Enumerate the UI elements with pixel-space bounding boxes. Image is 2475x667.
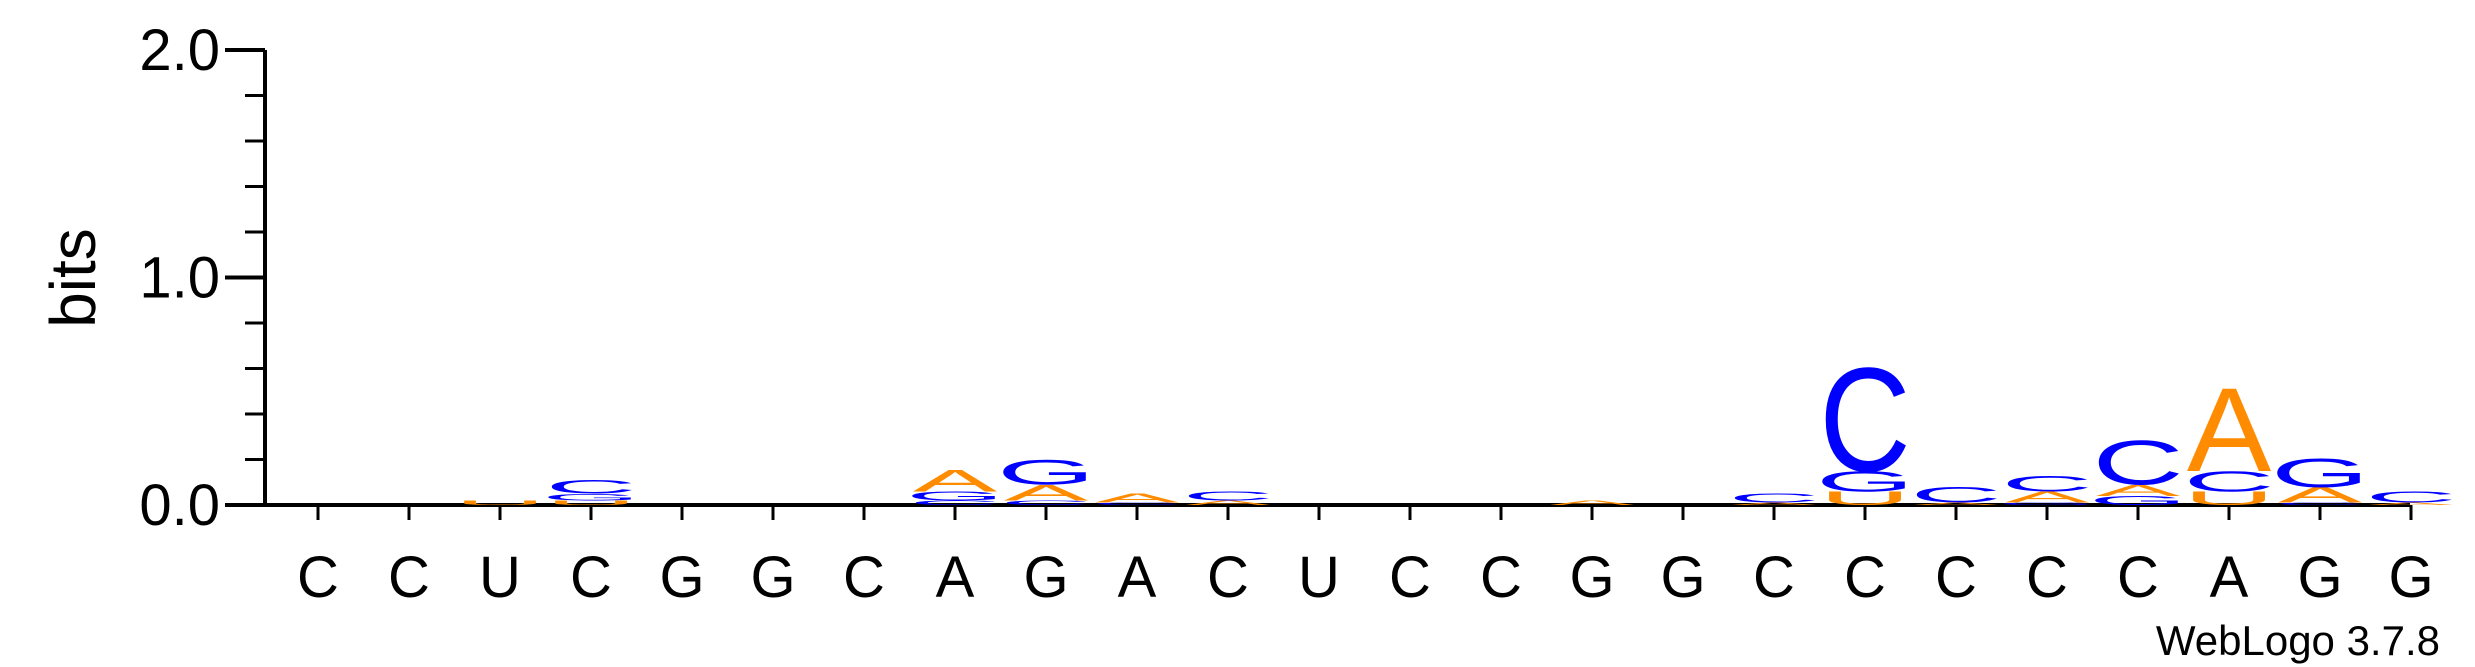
logo-letter-g: G xyxy=(997,453,1095,492)
y-tick-label: 1.0 xyxy=(139,246,220,311)
x-tick-label: C xyxy=(1480,545,1522,610)
weblogo-credit: WebLogo 3.7.8 xyxy=(2156,617,2440,664)
x-tick-label: C xyxy=(2117,545,2159,610)
logo-letter-c: C xyxy=(2365,489,2456,507)
x-tick-label: C xyxy=(570,545,612,610)
logo-letter-a: A xyxy=(2187,363,2271,497)
logo-letter-c: C xyxy=(1819,337,1910,503)
x-tick-label: U xyxy=(1298,545,1340,610)
x-tick-label: G xyxy=(2297,545,2342,610)
logo-letter-c: C xyxy=(2183,466,2274,498)
logo-letter-c: C xyxy=(909,499,1000,506)
x-tick-label: C xyxy=(1935,545,1977,610)
logo-letter-a: A xyxy=(1095,491,1179,505)
x-tick-label: G xyxy=(1660,545,1705,610)
logo-letter-a: A xyxy=(913,463,998,498)
logo-letter-c: C xyxy=(2092,428,2183,499)
logo-letter-c: C xyxy=(2001,472,2092,497)
x-tick-label: U xyxy=(479,545,521,610)
logo-letter-a: A xyxy=(1914,502,1999,506)
y-ticks: 0.0 1.0 2.0 xyxy=(139,18,265,538)
logo-letter-u: U xyxy=(545,499,636,506)
logo-letter-a: A xyxy=(1186,499,1271,506)
logo-letter-u: U xyxy=(454,499,545,506)
logo-letter-c: C xyxy=(1910,483,2001,508)
x-tick-label: C xyxy=(1753,545,1795,610)
logo-letter-c: C xyxy=(1182,489,1273,503)
x-tick-label: C xyxy=(297,545,339,610)
logo-letter-g: G xyxy=(2271,450,2369,496)
x-tick-label: A xyxy=(936,545,975,610)
logo-letter-u: U xyxy=(2183,488,2274,509)
x-tick-label: C xyxy=(1207,545,1249,610)
logo-letter-a: A xyxy=(1004,481,1089,506)
logo-letter-a: A xyxy=(2369,502,2454,506)
logo-letter-c: C xyxy=(2274,502,2365,506)
x-tick-label: A xyxy=(2210,545,2249,610)
logo-letter-c: C xyxy=(1091,502,1182,506)
logo-letter-a: A xyxy=(1732,502,1817,506)
x-tick-label: A xyxy=(1118,545,1157,610)
logo-letter-a: A xyxy=(1550,499,1635,506)
x-tick-label: G xyxy=(1569,545,1614,610)
y-tick-label: 2.0 xyxy=(139,18,220,83)
logo-letter-g: G xyxy=(2089,494,2187,508)
logo-letter-a: A xyxy=(2005,489,2089,507)
x-tick-label: G xyxy=(659,545,704,610)
x-tick-label: C xyxy=(1389,545,1431,610)
x-tick-label: G xyxy=(2388,545,2433,610)
logo-letter-u: U xyxy=(1819,488,1910,509)
logo-letter-g: G xyxy=(1998,502,2096,506)
x-tick-label: G xyxy=(1023,545,1068,610)
logo-letter-a: A xyxy=(2096,482,2180,500)
y-tick-label: 0.0 xyxy=(139,473,220,538)
x-tick-label: C xyxy=(2026,545,2068,610)
x-tick-label: G xyxy=(750,545,795,610)
logo-letter-a: A xyxy=(2278,483,2363,508)
logo-letter-g: G xyxy=(542,492,640,503)
logo-letter-c: C xyxy=(1728,491,1819,505)
y-axis-label: bits xyxy=(37,228,109,328)
logo-letter-c: C xyxy=(545,477,636,498)
logo-letter-g: G xyxy=(1816,466,1914,498)
x-tick-label: C xyxy=(1844,545,1886,610)
x-tick-label: C xyxy=(843,545,885,610)
logo-letter-c: C xyxy=(1000,499,1091,506)
logo-letter-g: G xyxy=(906,489,1004,503)
x-tick-label: C xyxy=(388,545,430,610)
